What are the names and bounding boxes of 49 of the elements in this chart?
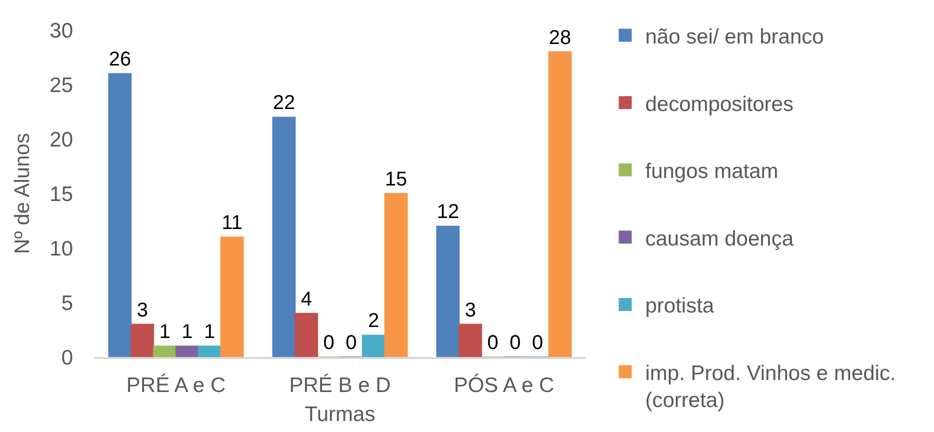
data-label: 1 bbox=[204, 321, 216, 344]
data-label: 3 bbox=[136, 299, 148, 322]
bar bbox=[436, 226, 460, 357]
y-axis-title: Nº de Alunos bbox=[10, 133, 34, 254]
y-tick-label: 30 bbox=[50, 19, 73, 42]
y-tick-label: 5 bbox=[61, 292, 73, 315]
x-tick-label: PÓS A e C bbox=[454, 373, 554, 398]
data-label: 2 bbox=[368, 310, 380, 332]
y-tick-label: 0 bbox=[61, 346, 73, 370]
bar bbox=[458, 324, 482, 357]
bar bbox=[362, 334, 386, 357]
data-label: 1 bbox=[159, 321, 170, 344]
data-label: 0 bbox=[487, 332, 498, 354]
legend-label: decompositores bbox=[645, 92, 794, 116]
data-label: 26 bbox=[108, 48, 132, 71]
bar bbox=[130, 324, 154, 357]
bar bbox=[198, 346, 222, 357]
legend-label: fungos matam bbox=[645, 160, 778, 184]
bar bbox=[548, 51, 572, 357]
legend-label: causam doença bbox=[645, 227, 794, 250]
data-label: 11 bbox=[222, 212, 242, 234]
data-label: 28 bbox=[548, 26, 572, 49]
x-axis-title: Turmas bbox=[304, 402, 376, 426]
data-label: 0 bbox=[532, 332, 544, 354]
bar bbox=[272, 116, 296, 357]
data-label: 12 bbox=[436, 201, 460, 224]
data-label: 0 bbox=[323, 332, 334, 354]
y-tick-label: 10 bbox=[50, 237, 73, 260]
data-label: 22 bbox=[272, 92, 296, 114]
data-label: 1 bbox=[182, 321, 193, 344]
legend-label: imp. Prod. Vinhos e medic. (correta) bbox=[645, 362, 896, 412]
bar bbox=[176, 346, 199, 357]
y-tick-label: 15 bbox=[50, 182, 73, 206]
legend-label: protista bbox=[645, 294, 714, 318]
bar bbox=[153, 346, 176, 357]
y-tick-label: 20 bbox=[50, 128, 73, 152]
y-tick-label: 25 bbox=[50, 74, 73, 97]
x-tick-label: PRÉ A e C bbox=[126, 373, 226, 398]
legend-label: não sei/ em branco bbox=[645, 25, 824, 48]
data-label: 15 bbox=[384, 168, 408, 190]
x-tick-label: PRÉ B e D bbox=[289, 373, 391, 398]
bar bbox=[384, 193, 408, 357]
bar bbox=[294, 312, 318, 357]
data-label: 3 bbox=[464, 299, 476, 322]
bar bbox=[220, 236, 244, 357]
data-label: 4 bbox=[300, 288, 312, 310]
data-label: 0 bbox=[510, 332, 521, 354]
bar bbox=[108, 73, 132, 357]
data-label: 0 bbox=[346, 332, 357, 354]
